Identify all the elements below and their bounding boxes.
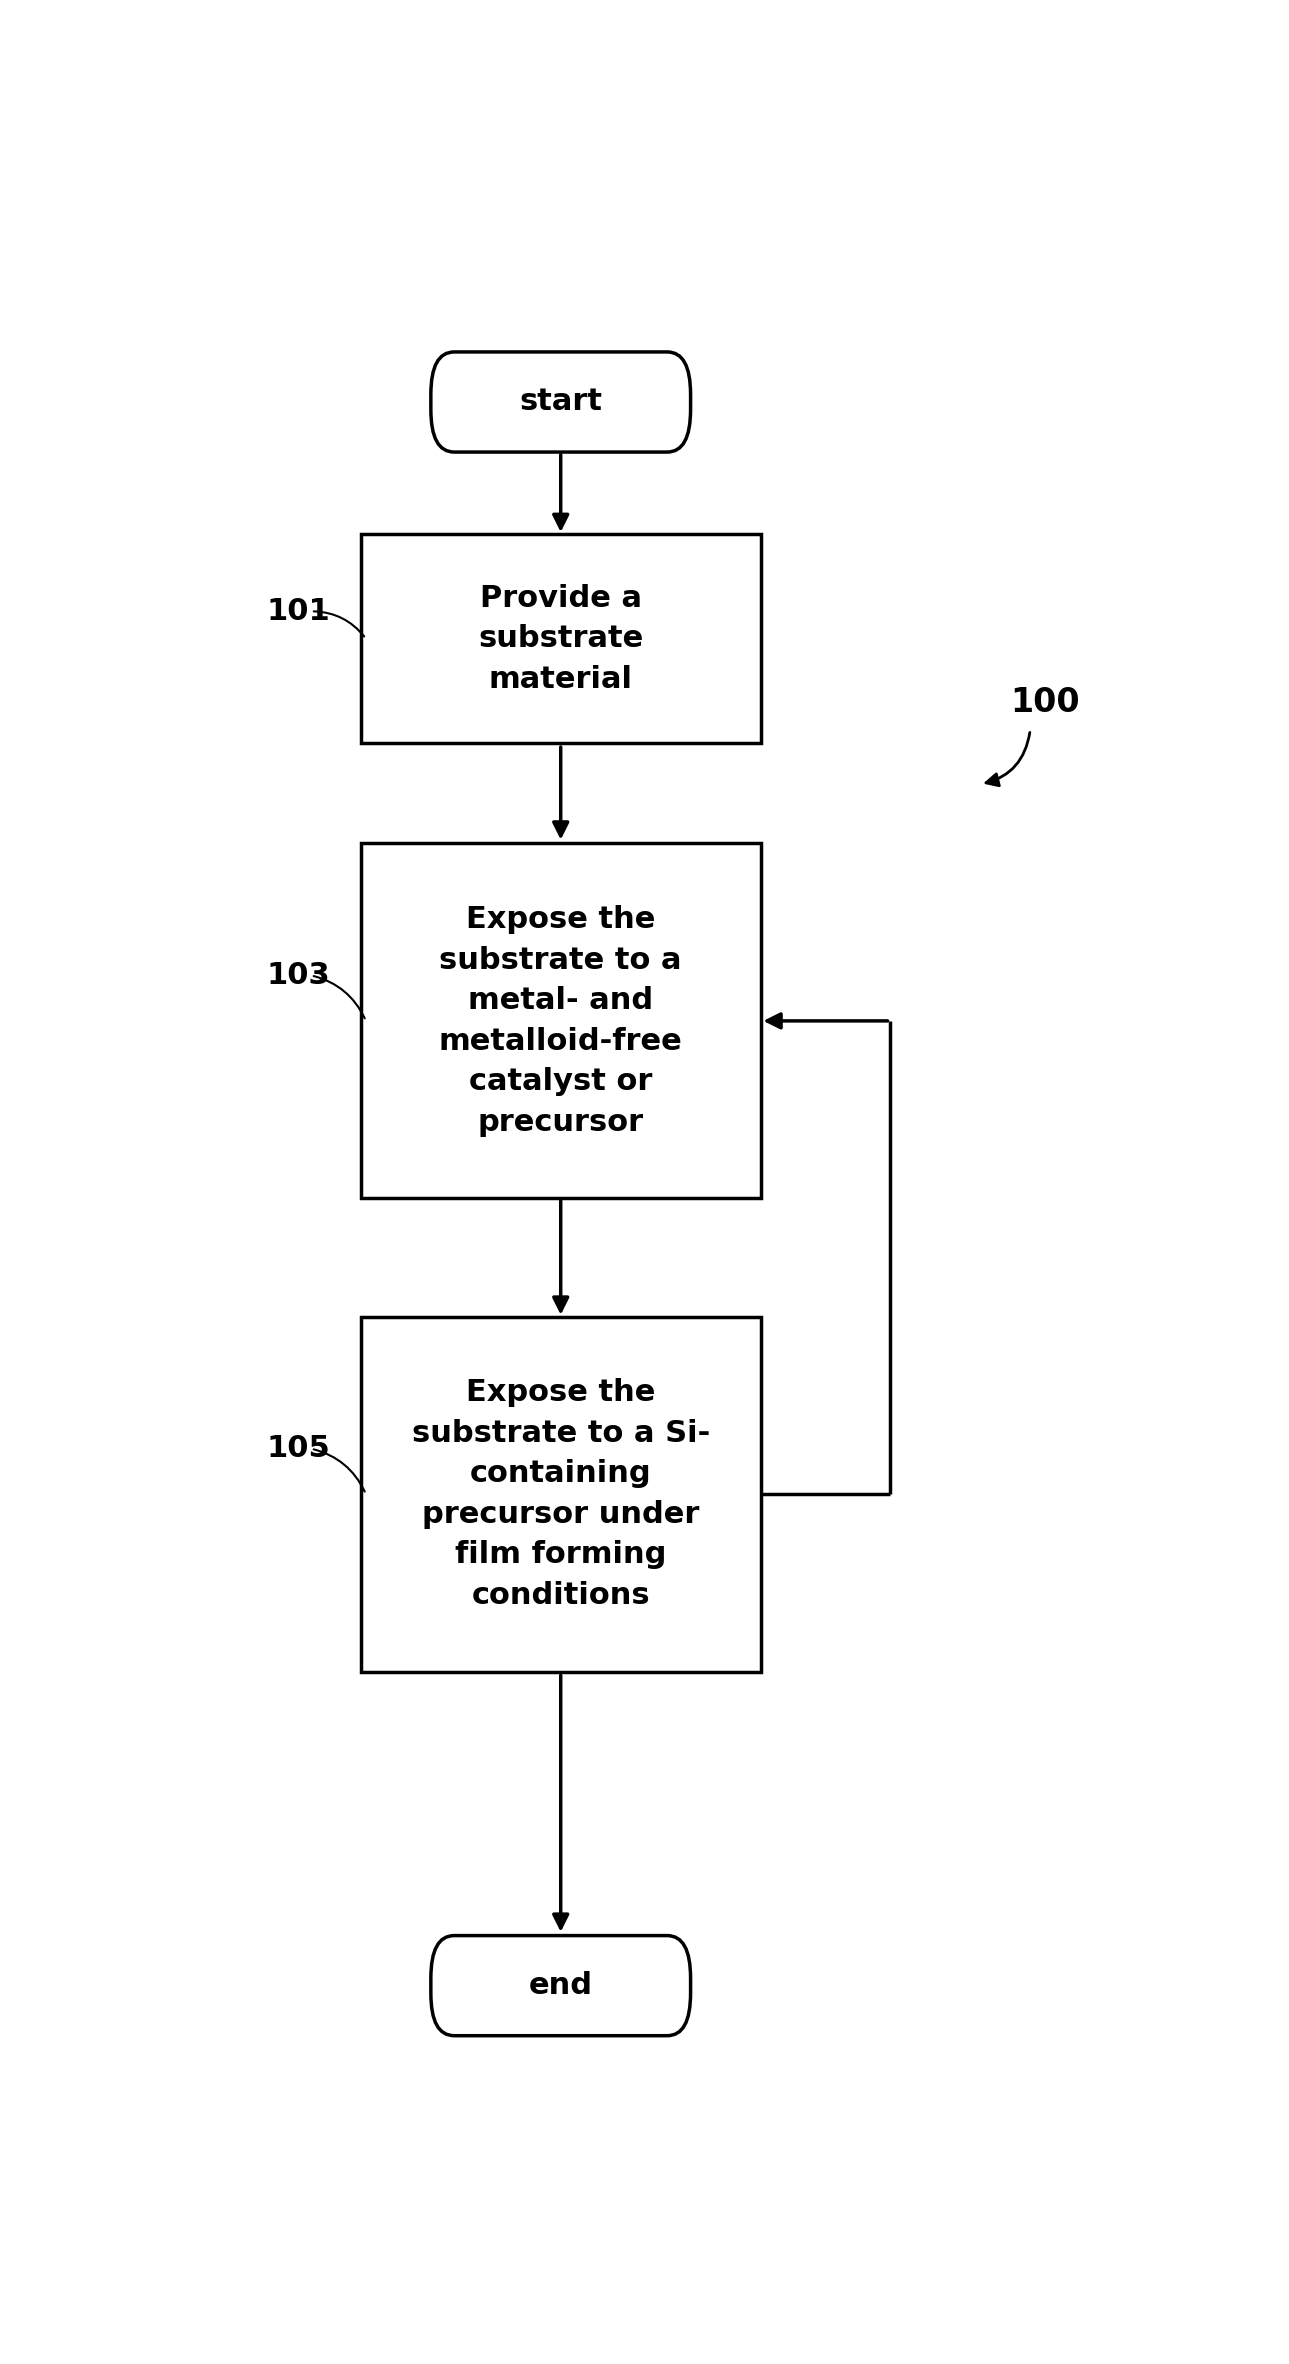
FancyBboxPatch shape <box>431 352 691 452</box>
Text: Expose the
substrate to a Si-
containing
precursor under
film forming
conditions: Expose the substrate to a Si- containing… <box>411 1378 710 1610</box>
Bar <box>361 1317 761 1671</box>
Text: 101: 101 <box>266 596 330 626</box>
Text: end: end <box>528 1972 593 2000</box>
Text: 105: 105 <box>266 1435 330 1463</box>
Bar <box>361 534 761 742</box>
Text: 100: 100 <box>1011 686 1080 719</box>
Text: Expose the
substrate to a
metal- and
metalloid-free
catalyst or
precursor: Expose the substrate to a metal- and met… <box>438 905 683 1137</box>
FancyBboxPatch shape <box>431 1936 691 2035</box>
Text: 103: 103 <box>266 960 330 991</box>
Text: start: start <box>519 388 602 416</box>
Text: Provide a
substrate
material: Provide a substrate material <box>478 584 643 693</box>
Bar <box>361 844 761 1199</box>
